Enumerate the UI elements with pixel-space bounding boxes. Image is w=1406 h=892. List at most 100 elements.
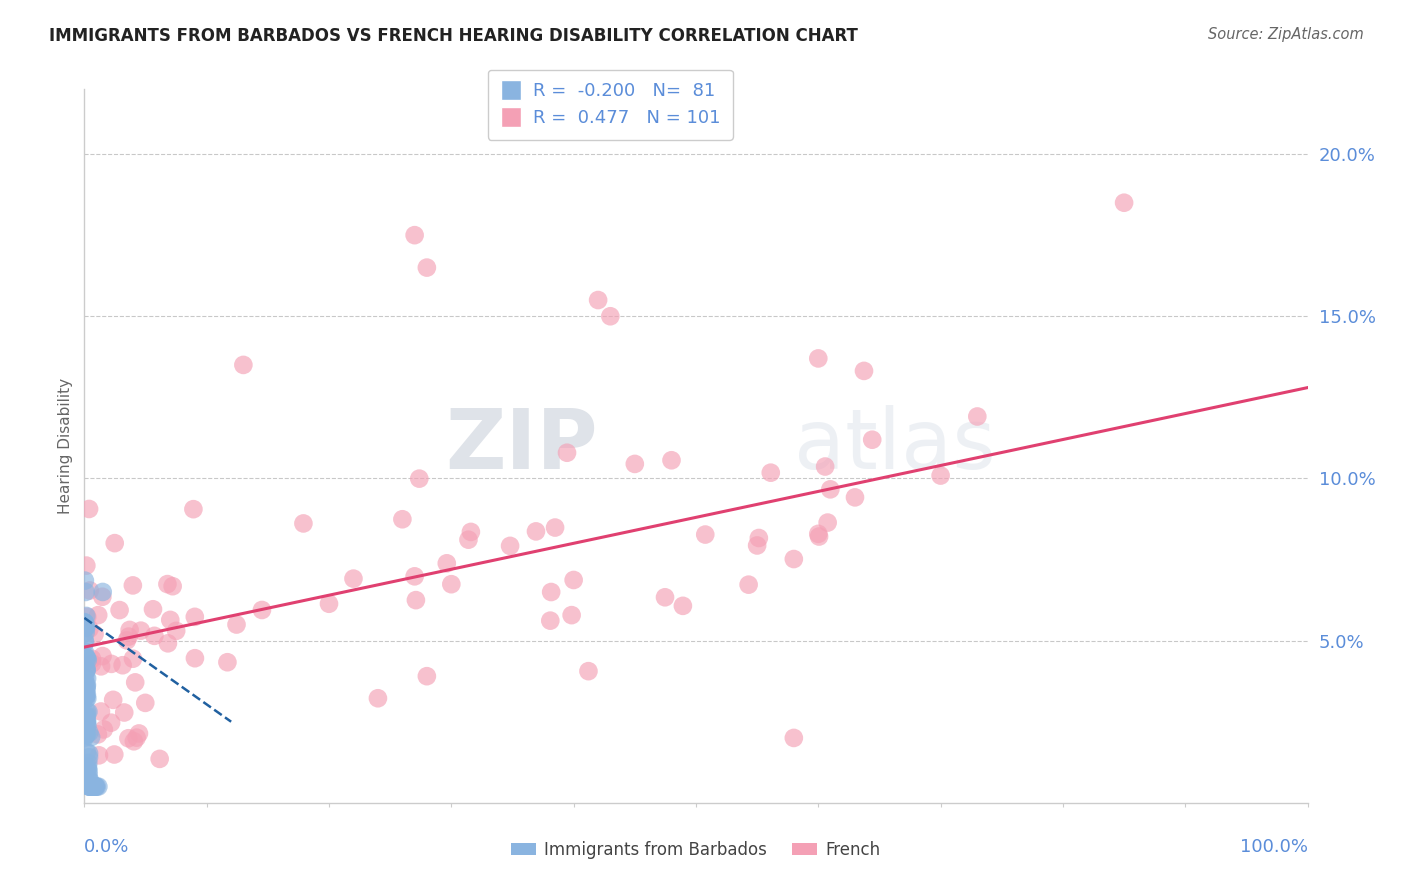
Point: [561, 608, 583, 623]
Point: [159, 613, 181, 627]
Point: [156, 577, 179, 591]
Point: [184, 651, 207, 665]
Point: [100, 657, 122, 671]
Point: [73, 687, 96, 701]
Point: [134, 696, 156, 710]
Point: [124, 675, 146, 690]
Point: [129, 624, 152, 638]
Y-axis label: Hearing Disability: Hearing Disability: [58, 378, 73, 514]
Point: [624, 457, 647, 471]
Point: [76, 680, 98, 694]
Point: [75, 689, 97, 703]
Point: [1114, 195, 1136, 210]
Point: [75, 620, 97, 634]
Point: [966, 409, 988, 424]
Point: [77, 764, 100, 778]
Point: [747, 539, 769, 553]
Point: [440, 577, 463, 591]
Point: [118, 623, 141, 637]
Point: [460, 524, 482, 539]
Point: [80, 780, 103, 794]
Point: [82, 780, 104, 794]
Point: [118, 630, 141, 644]
Point: [80, 652, 103, 666]
Point: [77, 768, 100, 782]
Point: [391, 512, 413, 526]
Point: [79, 725, 101, 739]
Point: [87, 608, 110, 623]
Point: [76, 662, 98, 676]
Point: [75, 625, 97, 640]
Point: [75, 728, 97, 742]
Point: [232, 358, 254, 372]
Point: [162, 579, 184, 593]
Point: [737, 577, 759, 591]
Point: [108, 603, 131, 617]
Point: [76, 745, 98, 759]
Point: [538, 614, 561, 628]
Point: [73, 644, 96, 658]
Point: [75, 729, 97, 743]
Point: [84, 780, 107, 794]
Point: [540, 585, 562, 599]
Point: [404, 569, 426, 583]
Point: [817, 516, 839, 530]
Text: 100.0%: 100.0%: [1240, 838, 1308, 856]
Point: [75, 692, 97, 706]
Point: [404, 228, 426, 243]
Point: [122, 651, 145, 665]
Point: [77, 780, 100, 794]
Point: [436, 557, 458, 571]
Point: [75, 609, 97, 624]
Point: [586, 293, 609, 307]
Point: [112, 706, 135, 720]
Point: [184, 610, 207, 624]
Point: [183, 502, 205, 516]
Point: [156, 636, 179, 650]
Text: ZIP: ZIP: [446, 406, 598, 486]
Point: [82, 657, 104, 671]
Point: [84, 780, 107, 794]
Point: [87, 727, 110, 741]
Point: [77, 756, 100, 770]
Point: [76, 722, 98, 736]
Point: [76, 727, 98, 741]
Point: [75, 716, 97, 731]
Point: [90, 705, 112, 719]
Point: [101, 693, 124, 707]
Point: [76, 683, 98, 698]
Point: [75, 664, 97, 678]
Point: [416, 669, 439, 683]
Point: [73, 574, 96, 588]
Point: [91, 648, 114, 663]
Point: [80, 730, 103, 744]
Point: [555, 446, 578, 460]
Point: [103, 747, 125, 762]
Point: [76, 707, 98, 722]
Point: [75, 620, 97, 634]
Point: [342, 572, 364, 586]
Point: [104, 536, 127, 550]
Point: [759, 466, 782, 480]
Point: [117, 731, 139, 746]
Point: [367, 691, 389, 706]
Point: [844, 491, 866, 505]
Point: [80, 780, 103, 794]
Point: [125, 731, 148, 745]
Point: [121, 578, 143, 592]
Point: [76, 705, 98, 719]
Point: [544, 520, 567, 534]
Point: [76, 715, 98, 730]
Point: [87, 748, 110, 763]
Point: [79, 780, 101, 794]
Point: [75, 620, 97, 634]
Point: [217, 655, 239, 669]
Point: [115, 633, 138, 648]
Point: [75, 558, 97, 573]
Text: Source: ZipAtlas.com: Source: ZipAtlas.com: [1208, 27, 1364, 42]
Point: [76, 651, 98, 665]
Point: [654, 591, 676, 605]
Point: [408, 472, 430, 486]
Point: [250, 603, 273, 617]
Point: [77, 760, 100, 774]
